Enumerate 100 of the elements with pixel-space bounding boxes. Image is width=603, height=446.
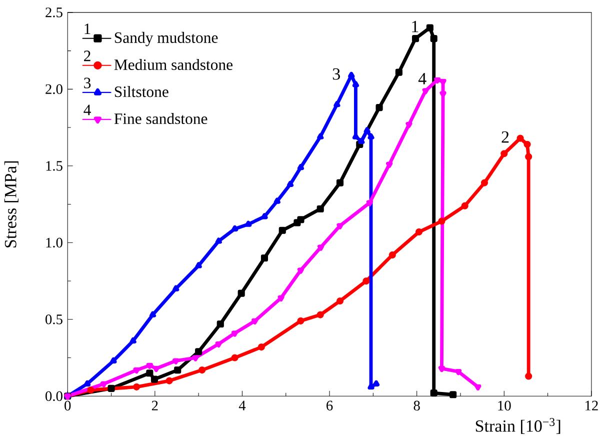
point [274,198,280,204]
point [261,213,268,220]
point [215,341,222,348]
point [260,254,268,262]
point [450,391,457,398]
point [231,354,238,362]
point [146,362,153,370]
point [438,218,446,225]
point [297,317,304,325]
point [192,355,199,362]
point [215,238,222,244]
point [316,311,324,318]
point [195,348,202,356]
point [455,369,462,376]
y-tick-label: 0.0 [46,391,62,402]
point [238,290,245,297]
x-tick-label: 2 [152,400,158,410]
point [294,219,301,226]
point [87,386,94,394]
point [108,384,115,392]
point [110,357,117,364]
point [422,88,429,94]
point [426,24,434,32]
point [166,377,173,384]
point [336,223,344,230]
legend-label: Fine sandstone [114,113,208,124]
point [376,104,383,112]
point [368,383,374,390]
point [317,133,324,140]
x-tick-label: 6 [326,400,333,410]
point [524,140,531,148]
point [150,376,158,383]
point [297,268,304,274]
point [525,372,532,380]
point [297,216,304,224]
x-tick-label: 4 [238,400,246,410]
legend-label: Siltstone [114,86,168,98]
point [352,133,360,140]
text: 3 [84,78,91,88]
point [366,200,373,206]
point [100,381,108,388]
point [440,91,446,98]
point [133,367,140,374]
point [348,72,355,78]
point [334,101,340,108]
point [232,225,238,232]
point [146,370,154,377]
point [232,330,238,337]
point [318,244,324,251]
point [252,318,258,325]
y-tick-label: 0.5 [46,314,62,324]
point [336,297,344,305]
text: 4 [84,104,91,116]
point [372,380,380,387]
text: 2 [84,50,90,62]
point [516,134,524,142]
point [500,150,508,158]
point [278,226,286,234]
annotation: 1 [412,20,418,32]
x-tick-label: 10 [498,400,511,411]
point [245,220,252,227]
point [474,384,482,391]
point [352,81,360,88]
point [258,344,265,351]
point [362,278,370,285]
point [430,390,438,397]
point [430,35,438,42]
point [386,162,393,168]
point [480,179,488,186]
annotation: 4 [418,73,426,84]
point [440,78,446,86]
point [297,164,304,170]
point [278,295,284,302]
point [84,380,91,387]
point [412,35,420,42]
point [174,366,182,374]
point [388,251,396,259]
legend-label: Medium sandstone [114,59,233,70]
point [316,205,324,212]
x-axis-title: Strain [10$^{−3}$] [476,418,560,434]
point [216,320,224,328]
text: 1 [84,24,90,34]
point [368,133,374,140]
point [286,180,294,188]
point [406,122,412,128]
y-tick-label: 1.0 [46,238,62,248]
y-tick-label: 2.0 [46,84,62,94]
point [195,262,202,268]
point [336,179,344,186]
point [395,68,402,76]
point [415,228,423,236]
point [172,285,180,292]
point [152,366,160,372]
x-tick-label: 8 [414,400,420,411]
point [130,337,136,344]
x-tick-label: 0 [64,400,71,411]
x-tick-label: 12 [586,400,598,410]
point [149,311,156,318]
annotation: 2 [502,131,509,143]
y-tick-label: 2.5 [46,8,62,18]
